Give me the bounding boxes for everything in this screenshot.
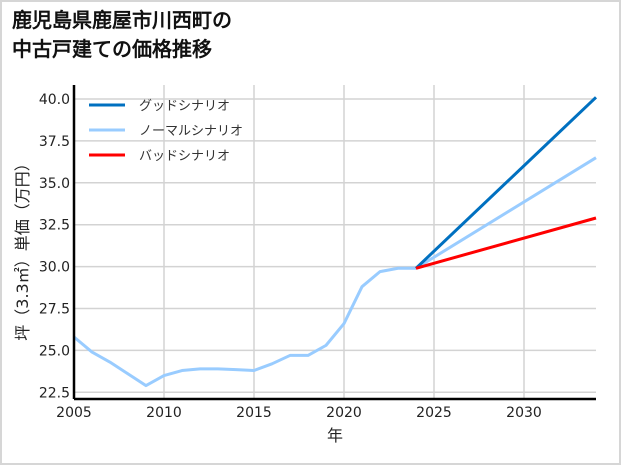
y-tick-label: 32.5 xyxy=(39,218,70,234)
tick-labels: 2005 2010 2015 2020 2025 2030 22.5 25.0 27.5 30.0… xyxy=(39,92,542,421)
title-line-2: 中古戸建ての価格推移 xyxy=(12,37,212,61)
x-tick-label: 2025 xyxy=(416,405,452,421)
series-line xyxy=(415,216,597,270)
title-line-1: 鹿児島県鹿屋市川西町の xyxy=(12,8,232,32)
x-tick-label: 2015 xyxy=(236,405,272,421)
series-lines xyxy=(73,96,598,388)
y-tick-label: 37.5 xyxy=(39,134,70,150)
y-tick-label: 22.5 xyxy=(39,385,70,401)
legend-label: バッドシナリオ xyxy=(139,149,230,164)
y-tick-label: 30.0 xyxy=(39,260,70,276)
axes xyxy=(72,85,596,401)
x-tick-label: 2005 xyxy=(56,405,92,421)
y-tick-label: 25.0 xyxy=(39,343,70,359)
x-tick-label: 2030 xyxy=(506,405,542,421)
legend-label: グッドシナリオ xyxy=(139,99,230,114)
y-tick-label: 27.5 xyxy=(39,302,70,318)
y-axis-label: 坪（3.3㎡）単価（万円） xyxy=(13,155,32,340)
y-tick-label: 35.0 xyxy=(39,176,70,192)
series-line xyxy=(73,156,597,388)
series-line xyxy=(414,96,598,270)
x-tick-label: 2010 xyxy=(146,405,182,421)
x-tick-label: 2020 xyxy=(326,405,362,421)
x-axis-label: 年 xyxy=(327,426,343,445)
chart-title: 鹿児島県鹿屋市川西町の 中古戸建ての価格推移 xyxy=(12,6,232,64)
y-tick-label: 40.0 xyxy=(39,92,70,108)
legend-label: ノーマルシナリオ xyxy=(139,124,243,139)
